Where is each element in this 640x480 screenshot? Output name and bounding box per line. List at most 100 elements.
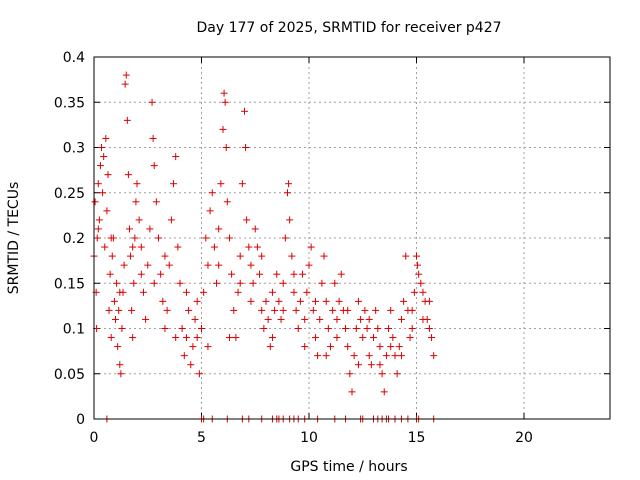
data-point <box>185 306 193 314</box>
data-point <box>208 189 216 197</box>
data-point <box>275 297 283 305</box>
data-point <box>146 225 154 233</box>
data-point <box>91 198 99 206</box>
data-point <box>172 334 180 342</box>
data-point <box>337 270 345 278</box>
data-point <box>94 225 102 233</box>
data-point <box>273 270 281 278</box>
y-tick-label: 0.15 <box>54 276 85 292</box>
data-point <box>219 125 227 133</box>
data-point <box>354 361 362 369</box>
data-point <box>327 343 334 351</box>
data-point <box>279 279 287 287</box>
data-point <box>389 334 397 342</box>
data-point <box>101 243 109 251</box>
y-tick-label: 0.1 <box>63 322 85 338</box>
data-point <box>417 279 425 287</box>
data-point <box>133 180 141 188</box>
data-point <box>292 306 300 314</box>
data-point <box>376 361 384 369</box>
data-point <box>182 334 190 342</box>
data-point <box>391 352 399 360</box>
data-point <box>419 288 427 296</box>
y-tick-label: 0.4 <box>63 50 85 66</box>
data-point <box>215 261 223 269</box>
data-point <box>238 180 246 188</box>
data-point <box>193 297 201 305</box>
data-point <box>236 279 244 287</box>
data-point <box>170 180 178 188</box>
data-point <box>132 198 140 206</box>
chart-title: Day 177 of 2025, SRMTID for receiver p42… <box>196 20 501 36</box>
data-point <box>178 325 186 332</box>
data-point <box>98 144 106 151</box>
x-tick-label: 20 <box>515 430 533 446</box>
data-point <box>393 370 401 378</box>
data-point <box>130 279 138 287</box>
data-point <box>357 315 365 323</box>
data-point <box>95 216 103 224</box>
data-point <box>385 325 393 332</box>
data-point <box>189 343 197 351</box>
data-point <box>161 252 169 260</box>
data-point <box>234 288 242 296</box>
data-point <box>180 352 188 360</box>
data-point <box>301 315 309 323</box>
data-point <box>425 297 433 305</box>
data-point <box>400 297 408 305</box>
data-point <box>204 261 212 269</box>
data-point <box>200 288 208 296</box>
data-point <box>266 343 274 351</box>
data-point <box>251 225 259 233</box>
data-point <box>430 352 438 360</box>
data-point <box>279 306 287 314</box>
data-point <box>258 306 266 314</box>
data-point <box>198 325 205 332</box>
data-point <box>342 325 350 332</box>
data-point <box>380 388 388 396</box>
data-point <box>296 297 304 305</box>
grid-lines <box>94 57 610 419</box>
data-point <box>210 243 218 251</box>
data-point <box>107 334 115 342</box>
data-point <box>167 216 175 224</box>
data-point <box>157 270 165 278</box>
data-point <box>105 306 113 314</box>
data-point <box>176 279 184 287</box>
data-point <box>361 306 369 314</box>
data-point <box>242 144 250 151</box>
data-point <box>236 252 244 260</box>
data-point <box>107 234 115 242</box>
data-point <box>318 279 326 287</box>
data-point <box>290 270 298 278</box>
data-point <box>243 216 251 224</box>
data-point <box>428 334 436 342</box>
data-point <box>225 334 233 342</box>
axis-ticks: 0 0.05 0.1 0.15 0.2 0.25 0.3 0.35 0.4 0 5 10 15 20 <box>54 50 610 446</box>
data-point <box>271 306 279 314</box>
data-point <box>215 225 223 233</box>
data-point <box>387 343 395 351</box>
x-tick-label: 15 <box>408 430 426 446</box>
data-point <box>131 234 139 242</box>
data-point <box>397 352 405 360</box>
data-point <box>129 243 137 251</box>
data-point <box>333 315 341 323</box>
data-point <box>367 361 375 369</box>
y-tick-label: 0.35 <box>54 95 85 111</box>
data-point <box>348 388 356 396</box>
data-point <box>414 261 422 269</box>
data-point <box>232 334 240 342</box>
data-point <box>262 297 270 305</box>
data-points <box>90 71 438 423</box>
data-point <box>301 343 309 351</box>
data-point <box>352 325 360 332</box>
data-point <box>322 297 330 305</box>
data-point <box>204 343 212 351</box>
data-point <box>135 216 143 224</box>
x-tick-label: 0 <box>90 430 99 446</box>
data-point <box>303 288 311 296</box>
data-point <box>113 279 121 287</box>
data-point <box>120 261 128 269</box>
data-point <box>137 270 145 278</box>
